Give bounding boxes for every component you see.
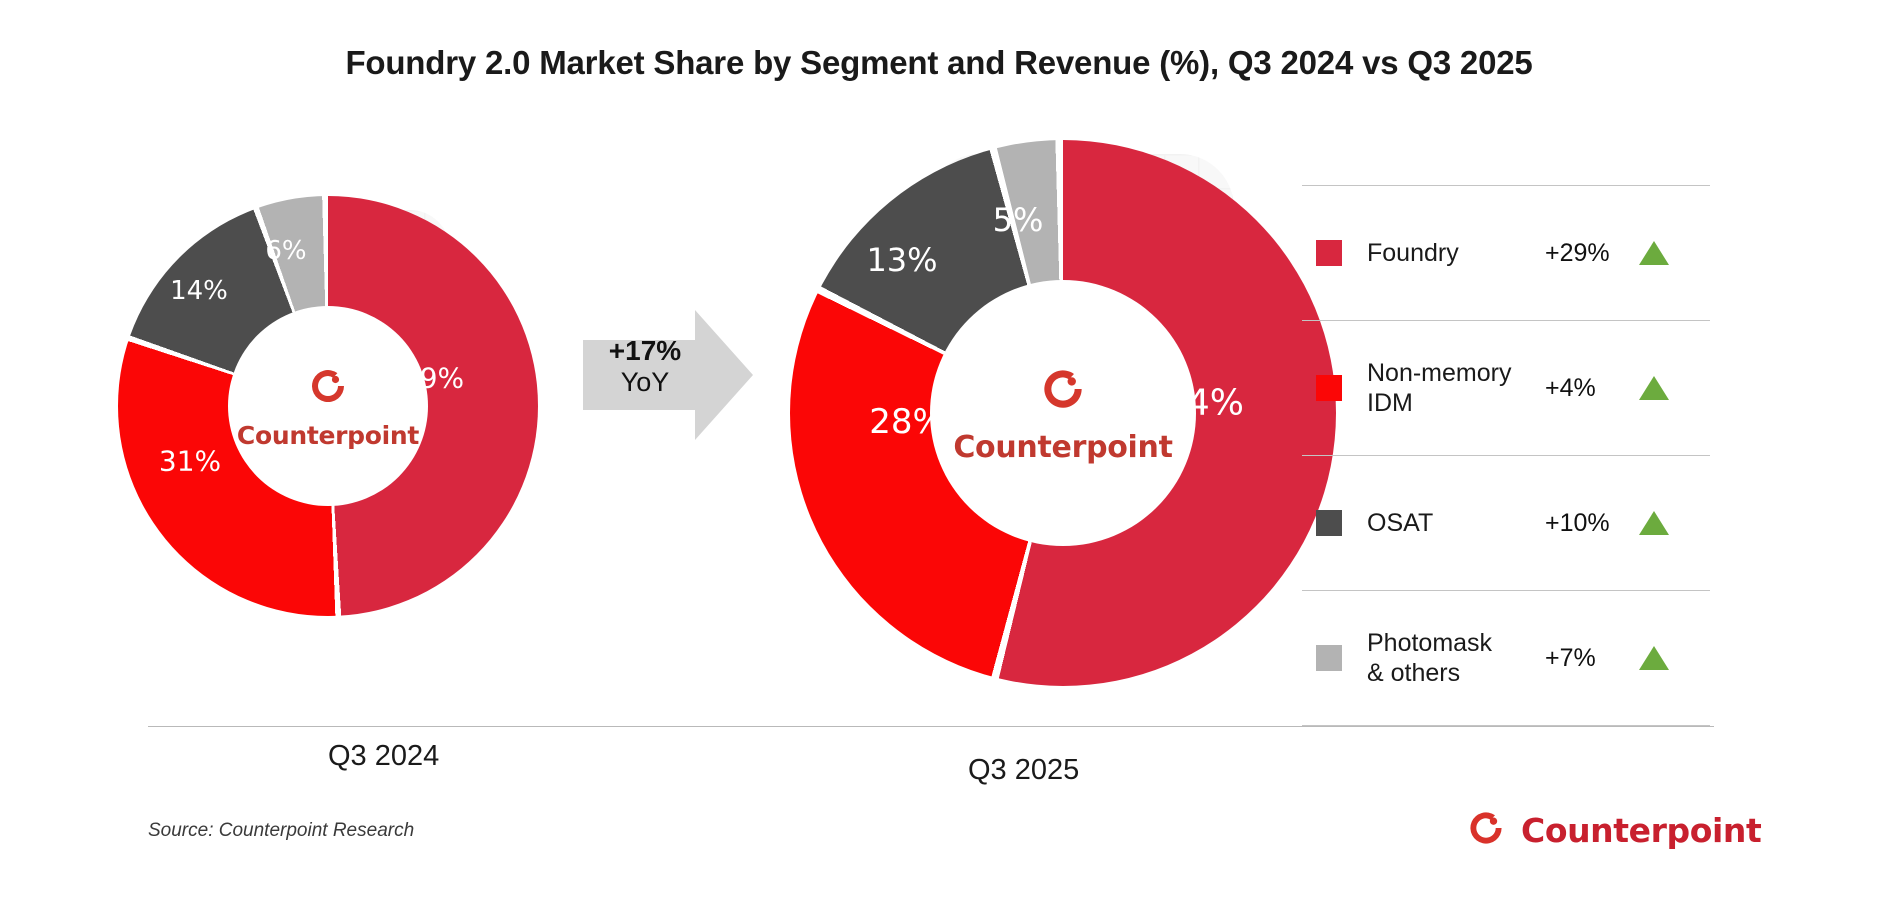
legend-value-foundry: +29% [1545,238,1610,267]
donut-chart-q3-2025: Counterpoint 54% 28% 13% 5% [790,140,1336,686]
legend-label-non-memory-idm: Non-memory IDM [1367,358,1512,418]
yoy-growth-callout: +17% YoY [583,306,753,444]
counterpoint-logo-icon [304,362,352,415]
yoy-delta: +17% [608,335,682,366]
slice-label-osat-2025: 13% [866,241,938,279]
yoy-growth-text: +17% YoY [583,334,707,399]
source-note: Source: Counterpoint Research [148,820,415,841]
legend-value-osat: +10% [1545,508,1610,537]
period-label-q3-2025: Q3 2025 [968,754,1080,786]
donut-center-label-q3-2024: Counterpoint [228,306,428,506]
triangle-up-icon [1639,376,1669,400]
legend-swatch-non-memory-idm [1316,375,1342,401]
legend-divider [1302,320,1710,321]
legend-divider [1302,185,1710,186]
donut-center-label-q3-2025: Counterpoint [930,280,1196,546]
legend-value-non-memory-idm: +4% [1545,373,1596,402]
counterpoint-wordmark: Counterpoint [236,421,420,450]
slice-label-non-memory-idm-2025: 28% [869,402,945,442]
slice-label-foundry-2024: 49% [401,361,465,395]
counterpoint-logo-icon [1464,806,1508,855]
donut-chart-q3-2024: Counterpoint 49% 31% 14% 6% [118,196,538,616]
triangle-up-icon [1639,241,1669,265]
slice-label-osat-2024: 14% [170,276,228,306]
period-label-q3-2024: Q3 2024 [328,740,440,772]
legend-divider [1302,725,1710,726]
yoy-period: YoY [620,367,670,398]
counterpoint-wordmark: Counterpoint [953,430,1173,465]
triangle-up-icon [1639,511,1669,535]
counterpoint-logo-icon [1035,361,1091,422]
slice-label-photomask-others-2025: 5% [992,201,1044,239]
legend-label-osat: OSAT [1367,508,1434,537]
legend-divider [1302,455,1710,456]
slice-label-foundry-2025: 54% [1163,382,1245,424]
brand-footer: Counterpoint [1464,806,1762,855]
legend: Foundry +29% Non-memory IDM +4% OSAT +10%… [1302,185,1710,726]
legend-label-foundry: Foundry [1367,238,1459,267]
page-title: Foundry 2.0 Market Share by Segment and … [345,44,1533,81]
legend-swatch-osat [1316,510,1342,536]
right-arrow-icon [583,310,753,440]
slice-label-photomask-others-2024: 6% [265,236,307,266]
triangle-up-icon [1639,646,1669,670]
legend-label-photomask-others: Photomask & others [1367,628,1493,688]
baseline-divider [148,726,1714,727]
legend-divider [1302,590,1710,591]
slice-label-non-memory-idm-2024: 31% [158,444,222,478]
legend-swatch-photomask-others [1316,645,1342,671]
legend-swatch-foundry [1316,240,1342,266]
legend-item-photomask-others[interactable]: Photomask & others +7% [1302,591,1710,725]
legend-item-non-memory-idm[interactable]: Non-memory IDM +4% [1302,321,1710,455]
brand-wordmark: Counterpoint [1521,811,1762,850]
legend-value-photomask-others: +7% [1545,643,1596,672]
legend-item-foundry[interactable]: Foundry +29% [1302,186,1710,320]
legend-item-osat[interactable]: OSAT +10% [1302,456,1710,590]
